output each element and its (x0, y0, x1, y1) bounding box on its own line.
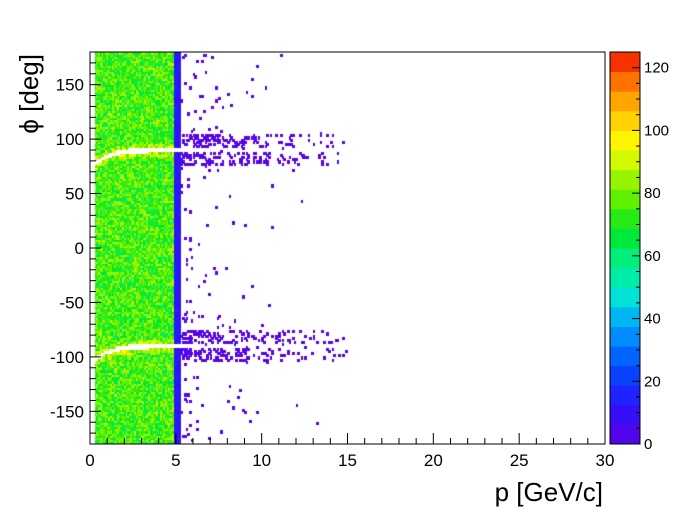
colorbar-step (610, 169, 640, 190)
x-tick-label: 20 (424, 451, 443, 470)
x-tick-label: 30 (596, 451, 615, 470)
colorbar-step (610, 306, 640, 327)
colorbar-step (610, 424, 640, 445)
colorbar-step (610, 71, 640, 92)
colorbar-tick-label: 40 (644, 311, 661, 328)
x-tick-label: 25 (510, 451, 529, 470)
colorbar-step (610, 150, 640, 171)
colorbar-tick-label: 60 (644, 248, 661, 265)
x-tick-label: 5 (171, 451, 180, 470)
y-tick-label: 50 (65, 185, 84, 204)
heatmap-cells (90, 52, 605, 444)
color-scale-bar (609, 51, 641, 445)
colorbar-step (610, 267, 640, 288)
x-axis: 0 5 10 15 20 25 30 (85, 433, 614, 470)
colorbar-step (610, 110, 640, 131)
x-tick-label: 0 (85, 451, 94, 470)
y-tick-label: -50 (59, 293, 84, 312)
colorbar-step (610, 287, 640, 308)
colorbar-border (609, 51, 641, 445)
colorbar-tick-label: 20 (644, 373, 661, 390)
x-axis-label: p [GeV/c] (495, 477, 603, 507)
y-axis: -150 -100 -50 0 50 100 150 (50, 51, 101, 445)
y-tick-label: -150 (50, 402, 84, 421)
colorbar-step (610, 130, 640, 151)
y-tick-label: 0 (75, 239, 84, 258)
colorbar-tick-label: 120 (644, 60, 669, 77)
y-tick-label: 100 (56, 130, 84, 149)
y-tick-label: 150 (56, 76, 84, 95)
colorbar-step (610, 52, 640, 73)
colorbar-step (610, 228, 640, 249)
x-tick-label: 10 (252, 451, 271, 470)
colorbar-tick-label: 80 (644, 185, 661, 202)
colorbar-step (610, 326, 640, 347)
colorbar-tick-label: 0 (644, 436, 652, 453)
colorbar-step (610, 346, 640, 367)
colorbar-step (610, 208, 640, 229)
colorbar-step (610, 365, 640, 386)
colorbar-step (610, 385, 640, 406)
color-scale-axis: 0 20 40 60 80 100 120 (632, 51, 669, 453)
y-tick-label: -100 (50, 348, 84, 367)
colorbar-step (610, 189, 640, 210)
colorbar-step (610, 91, 640, 112)
colorbar-step (610, 248, 640, 269)
x-tick-label: 15 (338, 451, 357, 470)
colorbar-tick-label: 100 (644, 122, 669, 139)
colorbar-step (610, 404, 640, 425)
y-axis-label: ϕ [deg] (14, 54, 44, 134)
